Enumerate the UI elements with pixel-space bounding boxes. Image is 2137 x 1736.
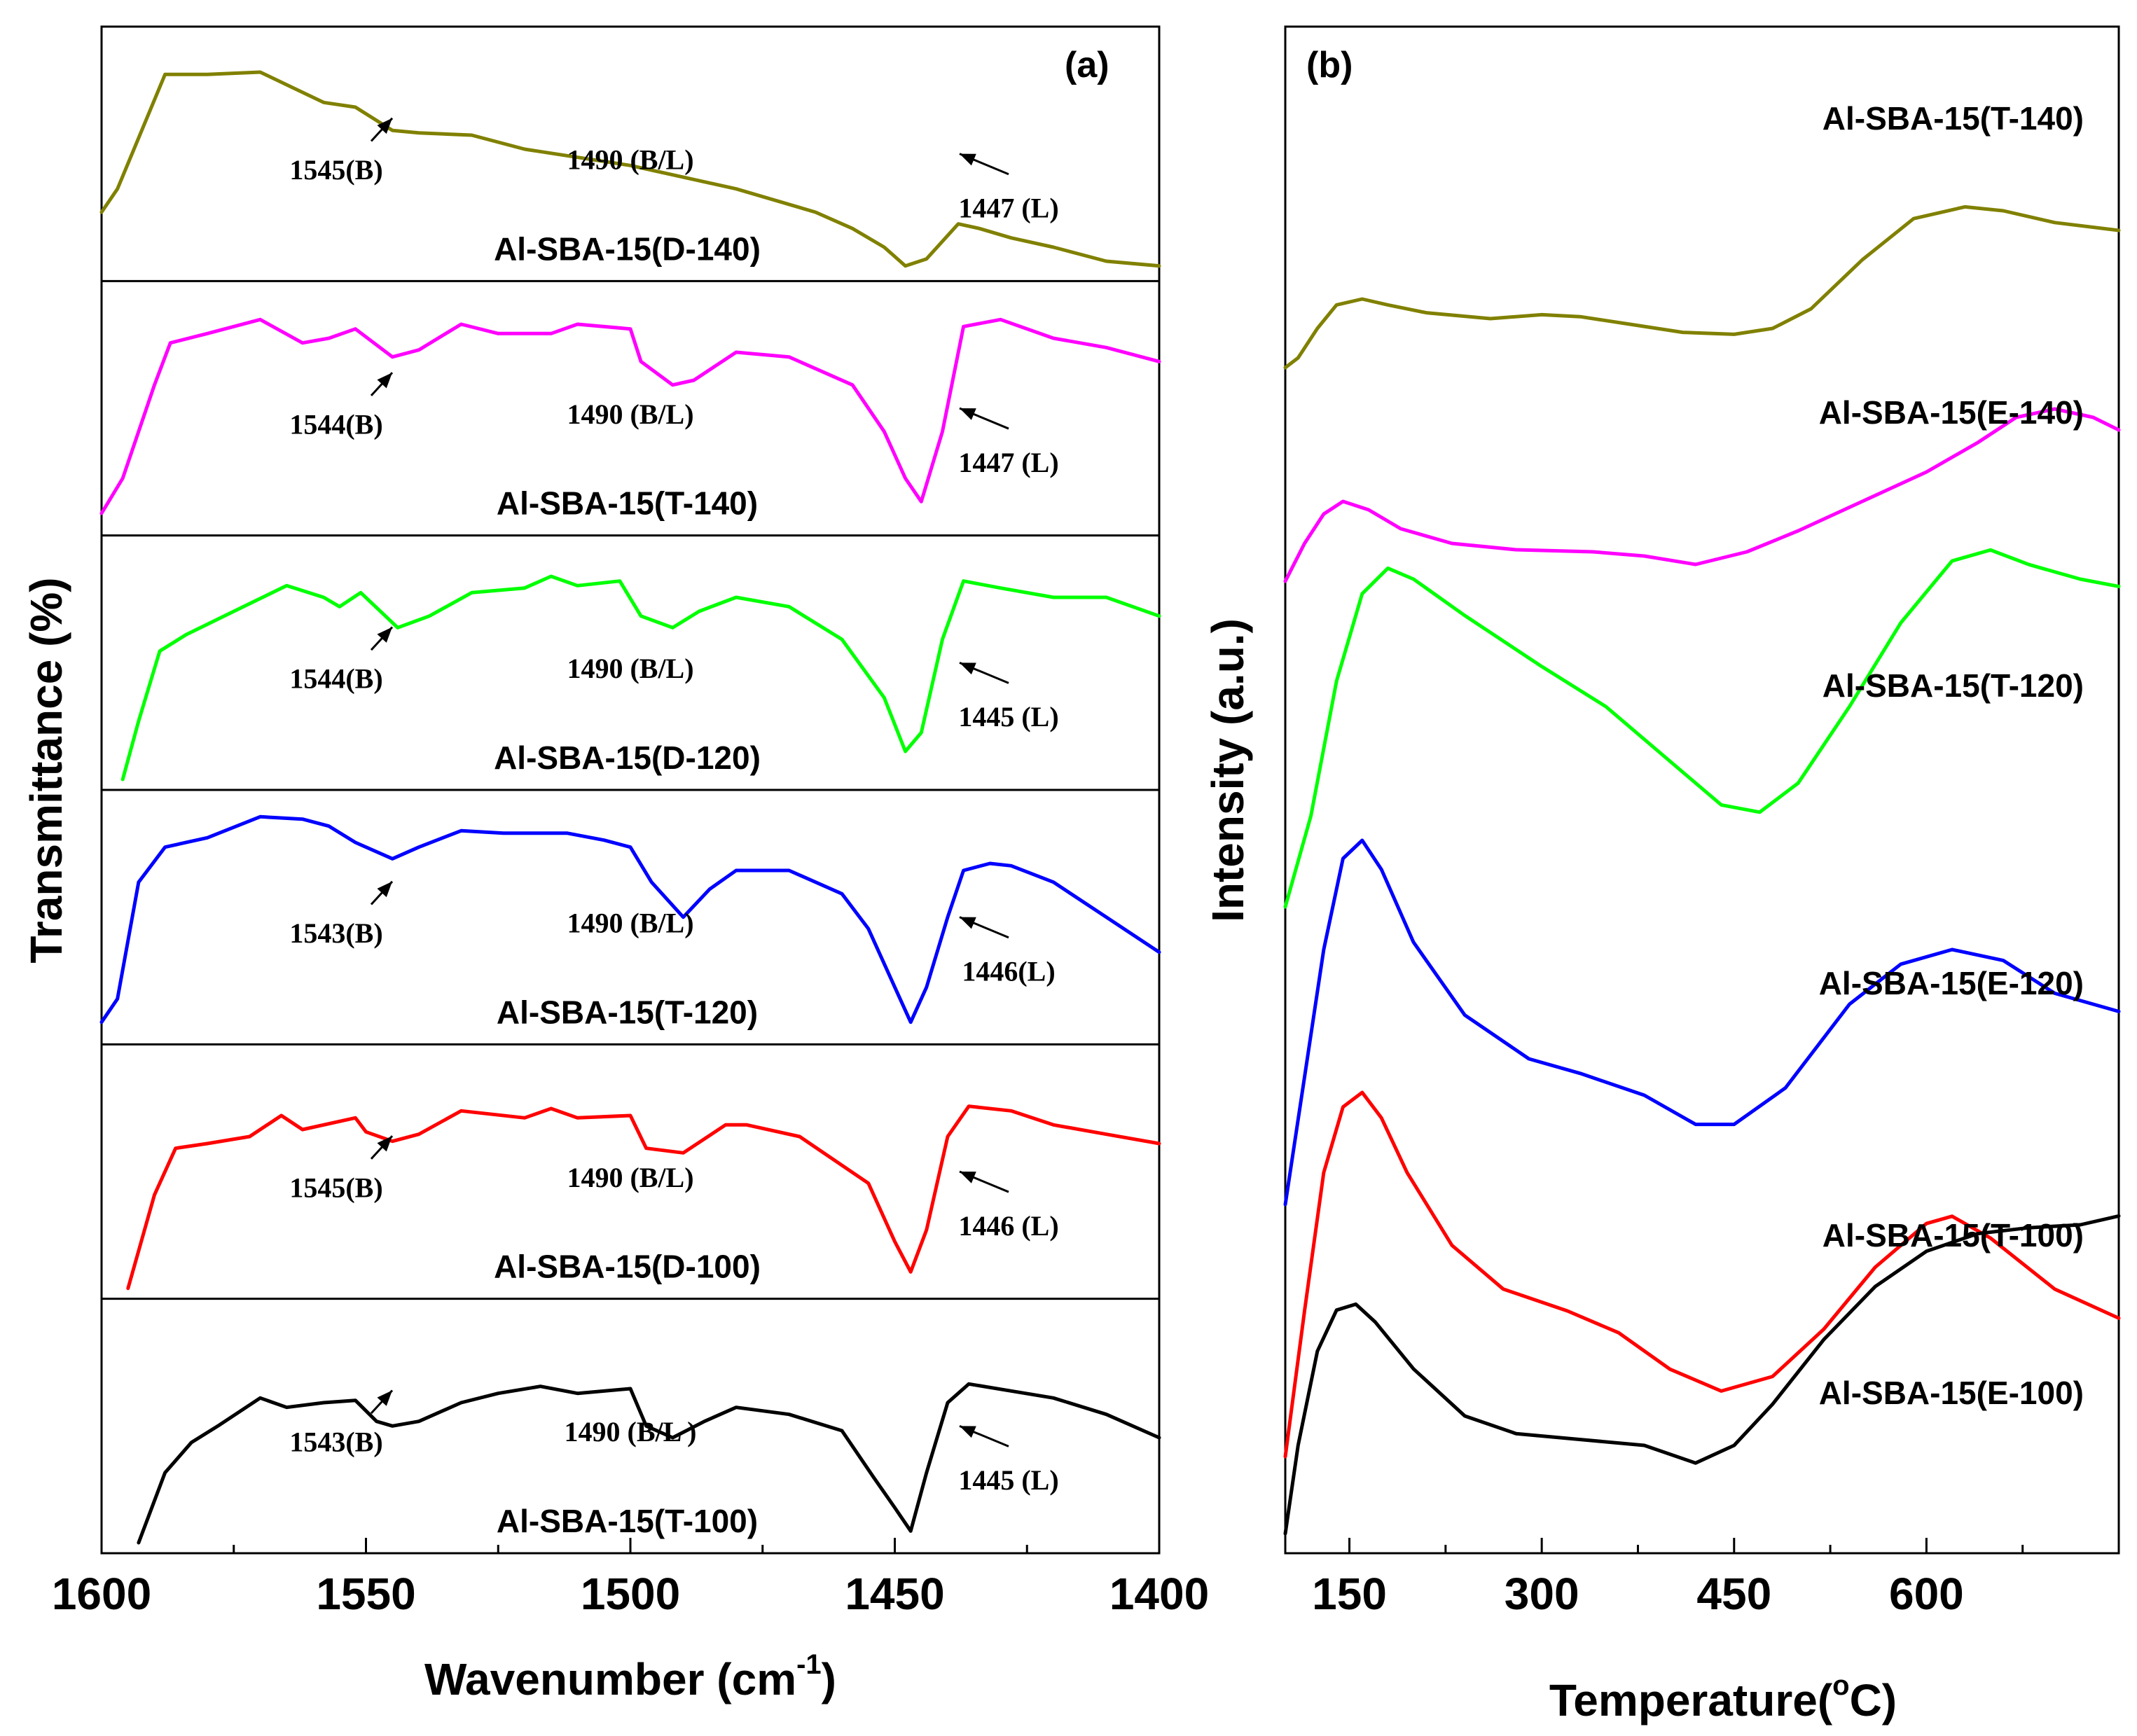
panel-b-label: (b) [1306,45,1353,85]
peak-annotation: 1490 (B/L) [567,144,693,175]
peak-annotation: 1544(B) [289,408,382,440]
peak-annotation: 1545(B) [289,154,382,186]
curve-al-sba-15-e-120 [1283,838,2121,1207]
peak-annotation: 1543(B) [289,917,382,949]
series-label: Al-SBA-15(E-140) [1819,394,2084,431]
peak-annotation: 1544(B) [289,663,382,695]
peak-annotation: 1490 (B/L ) [565,1416,697,1447]
series-label: Al-SBA-15(T-100) [497,1503,758,1539]
panel-b-series-labels: Al-SBA-15(T-140) Al-SBA-15(E-140) Al-SBA-1… [1819,100,2084,1411]
annotation-arrowhead [960,408,976,420]
peak-annotation: 1446(L) [962,956,1055,987]
series-label: Al-SBA-15(D-120) [494,739,761,776]
x-tick-label: 1400 [1109,1569,1209,1619]
series-label: Al-SBA-15(E-120) [1819,965,2084,1001]
annotation-arrowhead [377,1136,392,1152]
curve-al-sba-15-d-100 [126,1104,1161,1291]
curve-al-sba-15-t-100 [137,1382,1161,1545]
annotation-arrowhead [960,1172,976,1183]
annotation-arrowhead [960,662,976,675]
panel-a-xlabel: Wavenumber (cm-1) [424,1649,836,1704]
curve-al-sba-15-t-120 [1283,548,2121,909]
panel-b-curves [1283,204,2121,1536]
curve-al-sba-15-t-140 [1283,204,2121,370]
peak-annotation: 1490 (B/L) [567,907,693,938]
panel-a-stack-dividers [102,279,1159,1300]
peak-annotation: 1490 (B/L) [567,398,693,430]
peak-annotation: 1490 (B/L) [567,653,693,684]
peak-annotation: 1446 (L) [958,1210,1058,1242]
panel-a-axis-ticks: 1600 1550 1500 1450 1400 [52,1538,1209,1619]
annotation-arrowhead [960,153,976,166]
peak-annotation: 1447 (L) [958,447,1058,478]
curve-al-sba-15-d-120 [120,574,1161,782]
x-tick-label: 300 [1505,1569,1579,1619]
peak-annotation: 1490 (B/L) [567,1162,693,1193]
annotation-arrowhead [377,627,392,643]
panel-a-ylabel: Transmittance (%) [21,577,71,963]
annotation-arrowhead [960,1426,976,1438]
panel-b-ylabel: Intensity (a.u.) [1203,618,1253,922]
curve-al-sba-15-t-120 [99,814,1161,1025]
panel-b-xlabel: Temperature(oC) [1549,1670,1897,1725]
peak-annotation: 1445 (L) [958,1464,1058,1496]
curve-al-sba-15-t-100 [1283,1090,2121,1459]
series-label: Al-SBA-15(T-120) [497,994,758,1030]
series-label: Al-SBA-15(D-140) [494,230,761,267]
x-tick-label: 1500 [581,1569,680,1619]
panel-a-label: (a) [1065,45,1109,85]
series-label: Al-SBA-15(T-140) [497,485,758,522]
peak-annotation: 1545(B) [289,1172,382,1203]
annotation-arrowhead [377,373,392,389]
peak-annotation: 1447 (L) [958,193,1058,224]
x-tick-label: 1600 [52,1569,151,1619]
series-label: Al-SBA-15(T-100) [1823,1217,2084,1254]
curve-al-sba-15-t-140 [99,317,1161,515]
annotation-arrowhead [377,118,392,134]
series-label: Al-SBA-15(T-140) [1823,100,2084,137]
x-tick-label: 150 [1312,1569,1387,1619]
panel-a-curves [99,70,1161,1545]
curve-al-sba-15-e-100 [1283,1214,2121,1536]
panel-a-annotations: Al-SBA-15(D-140) 1545(B) 1490 (B/L) 1447 (L… [289,117,1059,1539]
x-tick-label: 1550 [316,1569,415,1619]
series-label: Al-SBA-15(T-120) [1823,667,2084,704]
annotation-arrowhead [377,1390,392,1406]
x-tick-label: 600 [1889,1569,1964,1619]
x-tick-label: 450 [1696,1569,1771,1619]
panel-b-frame [1284,25,2120,1555]
curve-al-sba-15-e-140 [1283,407,2121,583]
curve-al-sba-15-d-140 [99,70,1161,268]
panel-b-axis-ticks: 150 300 450 600 [1312,1538,2024,1619]
peak-annotation: 1543(B) [289,1426,382,1458]
annotation-arrowhead [960,917,976,929]
annotation-arrowhead [377,881,392,898]
series-label: Al-SBA-15(D-100) [494,1249,761,1285]
peak-annotation: 1445 (L) [958,701,1058,732]
series-label: Al-SBA-15(E-100) [1819,1375,2084,1411]
x-tick-label: 1450 [845,1569,944,1619]
